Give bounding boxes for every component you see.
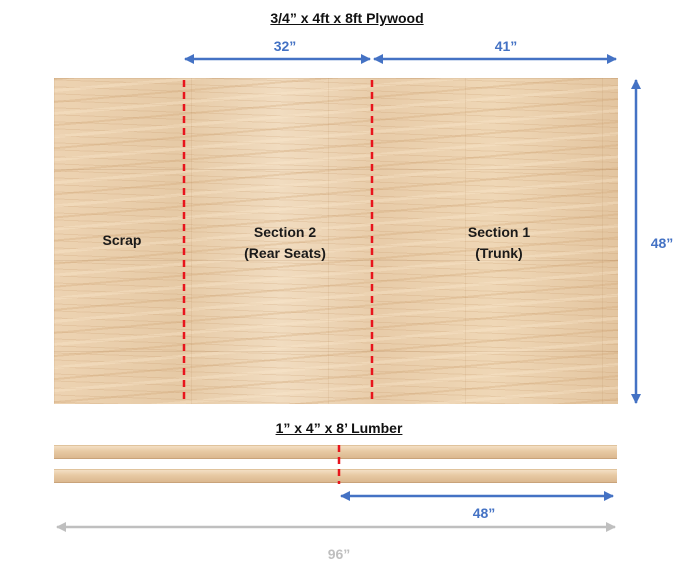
plywood-sheet	[54, 78, 618, 404]
section1-purpose: (Trunk)	[475, 245, 523, 261]
section-label-rear-seats: Section 2 (Rear Seats)	[244, 222, 326, 264]
plywood-title: 3/4” x 4ft x 8ft Plywood	[270, 10, 424, 26]
scrap-label: Scrap	[102, 232, 142, 248]
dimension-label-48-lumber: 48”	[472, 505, 496, 521]
section2-purpose: (Rear Seats)	[244, 245, 326, 261]
dimension-label-41: 41”	[494, 38, 518, 54]
dimension-label-48-vertical: 48”	[650, 235, 674, 251]
section1-name: Section 1	[467, 224, 531, 240]
lumber-board-top	[54, 445, 617, 459]
lumber-title: 1” x 4” x 8’ Lumber	[275, 420, 403, 436]
section-label-trunk: Section 1 (Trunk)	[468, 222, 530, 264]
section-label-scrap: Scrap	[103, 230, 142, 251]
dimension-label-32: 32”	[273, 38, 297, 54]
section2-name: Section 2	[253, 224, 317, 240]
dimension-label-96: 96”	[327, 546, 351, 562]
lumber-board-bottom	[54, 469, 617, 483]
